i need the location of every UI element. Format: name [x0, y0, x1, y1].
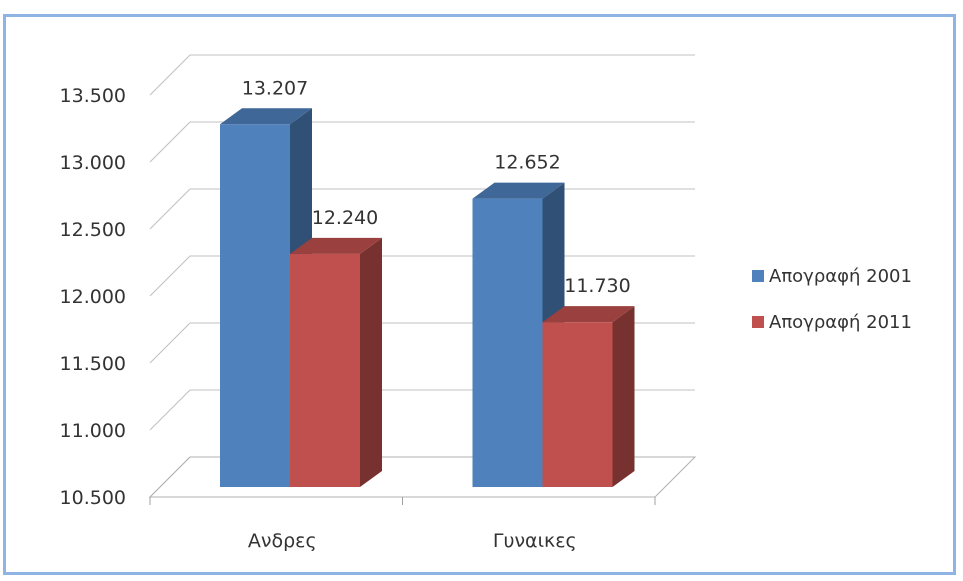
data-label: 11.730	[564, 275, 630, 297]
data-label: 12.240	[312, 207, 378, 229]
bar-top-face	[542, 306, 635, 323]
bar-top-face	[220, 108, 312, 125]
bar	[290, 237, 382, 487]
legend-swatch	[752, 316, 764, 328]
category-label: Γυναικες	[493, 530, 577, 552]
side-wall-gridline	[149, 322, 191, 364]
bar-front-face	[472, 198, 543, 487]
bar-top-face	[290, 237, 382, 254]
y-tick-label: 13.000	[60, 152, 126, 174]
bar-top-face	[472, 182, 565, 199]
bar	[542, 306, 635, 487]
legend-label: Απογραφή 2001	[769, 266, 912, 287]
data-label: 13.207	[242, 77, 308, 99]
y-tick-label: 12.500	[60, 219, 126, 241]
side-wall-gridline	[149, 255, 191, 297]
side-wall-gridline	[149, 54, 191, 96]
bar-side-face	[612, 306, 635, 487]
bar-front-face	[290, 253, 360, 487]
floor-outline	[148, 456, 697, 498]
y-tick-label: 10.500	[60, 487, 126, 509]
legend-swatch	[752, 270, 764, 282]
y-tick-label: 11.500	[60, 353, 126, 375]
side-wall-gridline	[149, 188, 191, 230]
legend-label: Απογραφή 2011	[769, 312, 912, 333]
bar-front-face	[220, 124, 290, 488]
y-tick-label: 11.000	[60, 420, 126, 442]
category-label: Ανδρες	[248, 530, 317, 552]
data-label: 12.652	[494, 152, 560, 174]
side-wall-gridline	[149, 389, 191, 431]
y-tick-label: 12.000	[60, 286, 126, 308]
side-wall-gridline	[149, 121, 191, 163]
bar-side-face	[360, 237, 382, 487]
bar-front-face	[542, 322, 613, 487]
y-tick-label: 13.500	[60, 85, 126, 107]
